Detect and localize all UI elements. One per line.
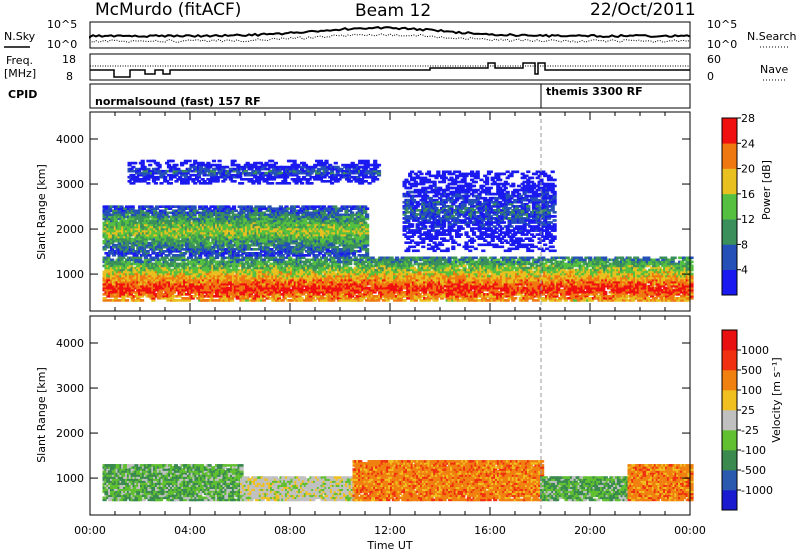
echo-cell bbox=[403, 299, 407, 302]
echo-cell bbox=[554, 257, 558, 260]
echo-cell bbox=[215, 299, 219, 302]
echo-cell bbox=[206, 299, 210, 302]
echo-cell bbox=[485, 259, 489, 262]
echo-cell bbox=[374, 295, 378, 298]
echo-cell bbox=[181, 257, 185, 260]
noise-panel-frame bbox=[90, 22, 690, 48]
echo-cell bbox=[496, 259, 500, 262]
echo-cell bbox=[448, 257, 452, 260]
nave-tick-bottom: 0 bbox=[707, 70, 714, 83]
nsearch-tick-bottom: 10^0 bbox=[707, 38, 737, 51]
echo-cell bbox=[144, 257, 148, 260]
echo-cell bbox=[513, 257, 517, 260]
echo-cell bbox=[262, 299, 266, 302]
echo-cell bbox=[211, 299, 215, 302]
echo-cell bbox=[350, 259, 354, 262]
echo-cell bbox=[453, 257, 457, 260]
echo-cell bbox=[513, 297, 517, 300]
echo-cell bbox=[178, 299, 182, 302]
echo-cell bbox=[236, 257, 240, 260]
echo-cell bbox=[391, 259, 395, 262]
freq-tick-top: 18 bbox=[62, 53, 76, 66]
echo-cell bbox=[564, 297, 568, 300]
echo-cell bbox=[140, 299, 144, 302]
echo-cell bbox=[371, 257, 375, 260]
echo-cell bbox=[215, 257, 219, 260]
echo-cell bbox=[493, 257, 497, 260]
echo-cell bbox=[620, 257, 624, 260]
echo-cell bbox=[423, 257, 427, 260]
echo-cell bbox=[103, 297, 107, 300]
echo-cell bbox=[626, 295, 630, 298]
echo-cell bbox=[506, 257, 510, 260]
echo-cell bbox=[174, 257, 178, 260]
nsearch-label: N.Search bbox=[747, 30, 797, 43]
echo-cell bbox=[532, 299, 536, 302]
echo-cell bbox=[264, 257, 268, 260]
echo-cell bbox=[125, 299, 129, 302]
echo-cell bbox=[121, 257, 125, 260]
echo-cell bbox=[138, 257, 142, 260]
echo-cell bbox=[299, 297, 303, 300]
nave-label: Nave bbox=[760, 63, 788, 76]
cpid-mode-1: normalsound (fast) 157 RF bbox=[95, 95, 261, 108]
nave-tick-top: 60 bbox=[707, 53, 721, 66]
echo-cell bbox=[616, 257, 620, 260]
echo-cell bbox=[474, 257, 478, 260]
echo-cell bbox=[626, 299, 630, 302]
echo-cell bbox=[348, 267, 352, 270]
power-heatmap bbox=[103, 160, 694, 302]
echo-cell bbox=[367, 257, 371, 260]
cpid-label: CPID bbox=[8, 88, 37, 101]
echo-cell bbox=[603, 257, 607, 260]
echo-cell bbox=[337, 257, 341, 260]
echo-cell bbox=[313, 299, 317, 302]
echo-cell bbox=[269, 263, 273, 266]
echo-cell bbox=[354, 257, 358, 260]
echo-cell bbox=[198, 257, 202, 260]
freq-panel-frame bbox=[90, 54, 690, 80]
echo-cell bbox=[106, 299, 110, 302]
freq-tick-bottom: 8 bbox=[66, 70, 73, 83]
date-title: 22/Oct/2011 bbox=[590, 0, 696, 20]
echo-cell bbox=[174, 299, 178, 302]
nsky-series-line bbox=[90, 27, 690, 37]
echo-cell bbox=[164, 257, 168, 260]
echo-cell bbox=[301, 257, 305, 260]
echo-cell bbox=[603, 291, 607, 294]
station-title: McMurdo (fitACF) bbox=[95, 0, 241, 20]
echo-cell bbox=[281, 257, 285, 260]
echo-cell bbox=[134, 257, 138, 260]
nsearch-tick-top: 10^5 bbox=[707, 18, 737, 31]
cpid-mode-2: themis 3300 RF bbox=[546, 85, 643, 98]
freq-series-line bbox=[90, 63, 690, 77]
echo-cell bbox=[324, 257, 328, 260]
echo-cell bbox=[228, 269, 232, 272]
echo-cell bbox=[463, 265, 467, 268]
nsky-label: N.Sky bbox=[4, 30, 36, 43]
echo-cell bbox=[284, 257, 288, 260]
echo-cell bbox=[112, 261, 116, 264]
echo-cell bbox=[309, 263, 313, 266]
freq-label-1: Freq. bbox=[6, 54, 33, 67]
nsky-tick-top: 10^5 bbox=[47, 18, 77, 31]
echo-cell bbox=[431, 257, 435, 260]
beam-title: Beam 12 bbox=[355, 1, 431, 21]
nsky-tick-bottom: 10^0 bbox=[47, 38, 77, 51]
echo-cell bbox=[457, 269, 461, 272]
echo-cell bbox=[118, 299, 122, 302]
freq-label-2: [MHz] bbox=[4, 67, 36, 80]
